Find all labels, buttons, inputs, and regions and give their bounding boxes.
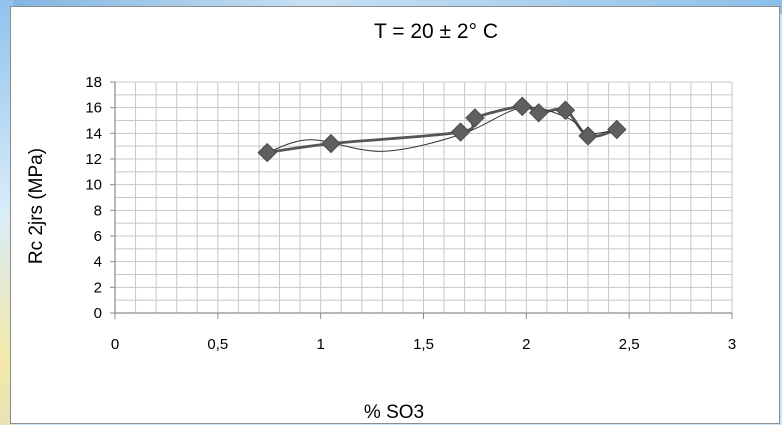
data-point-diamond xyxy=(321,133,341,154)
x-tick-label: 2 xyxy=(522,336,530,353)
chart-title: T = 20 ± 2° C xyxy=(374,20,498,43)
y-axis-label: Rc 2jrs (MPa) xyxy=(26,148,47,264)
y-tick-label: 0 xyxy=(94,305,102,322)
data-point-diamond xyxy=(450,122,471,142)
y-tick-label: 14 xyxy=(85,125,102,142)
data-point-diamond xyxy=(555,100,576,120)
y-tick-label: 12 xyxy=(85,151,102,168)
axes xyxy=(110,81,733,319)
data-point-diamond xyxy=(607,119,627,140)
data-point-diamond xyxy=(257,142,277,163)
chart-panel xyxy=(10,6,780,424)
x-tick-label: 1,5 xyxy=(413,336,434,353)
y-tick-label: 8 xyxy=(94,202,102,219)
y-tick-label: 2 xyxy=(94,279,102,296)
x-axis-label: % SO3 xyxy=(364,402,424,423)
y-tick-label: 4 xyxy=(94,254,102,271)
x-tick-label: 2,5 xyxy=(619,336,640,353)
data-point-diamond xyxy=(578,126,598,146)
data-point-diamond xyxy=(512,96,532,117)
x-tick-label: 0 xyxy=(111,336,119,353)
x-tick-label: 0,5 xyxy=(207,336,228,353)
grid xyxy=(114,81,733,314)
y-tick-label: 6 xyxy=(94,228,102,245)
data-point-diamond xyxy=(465,108,485,128)
y-tick-label: 18 xyxy=(85,74,102,91)
tick-labels: 0 0,5 1 1,5 2 2,5 3 0 2 4 6 8 10 12 14 16 18 xyxy=(85,74,736,353)
y-tick-label: 16 xyxy=(85,100,102,117)
x-tick-label: 3 xyxy=(728,336,736,353)
x-tick-label: 1 xyxy=(316,336,324,353)
y-tick-label: 10 xyxy=(85,177,102,194)
data-points xyxy=(257,96,627,163)
data-point-diamond xyxy=(528,103,549,123)
